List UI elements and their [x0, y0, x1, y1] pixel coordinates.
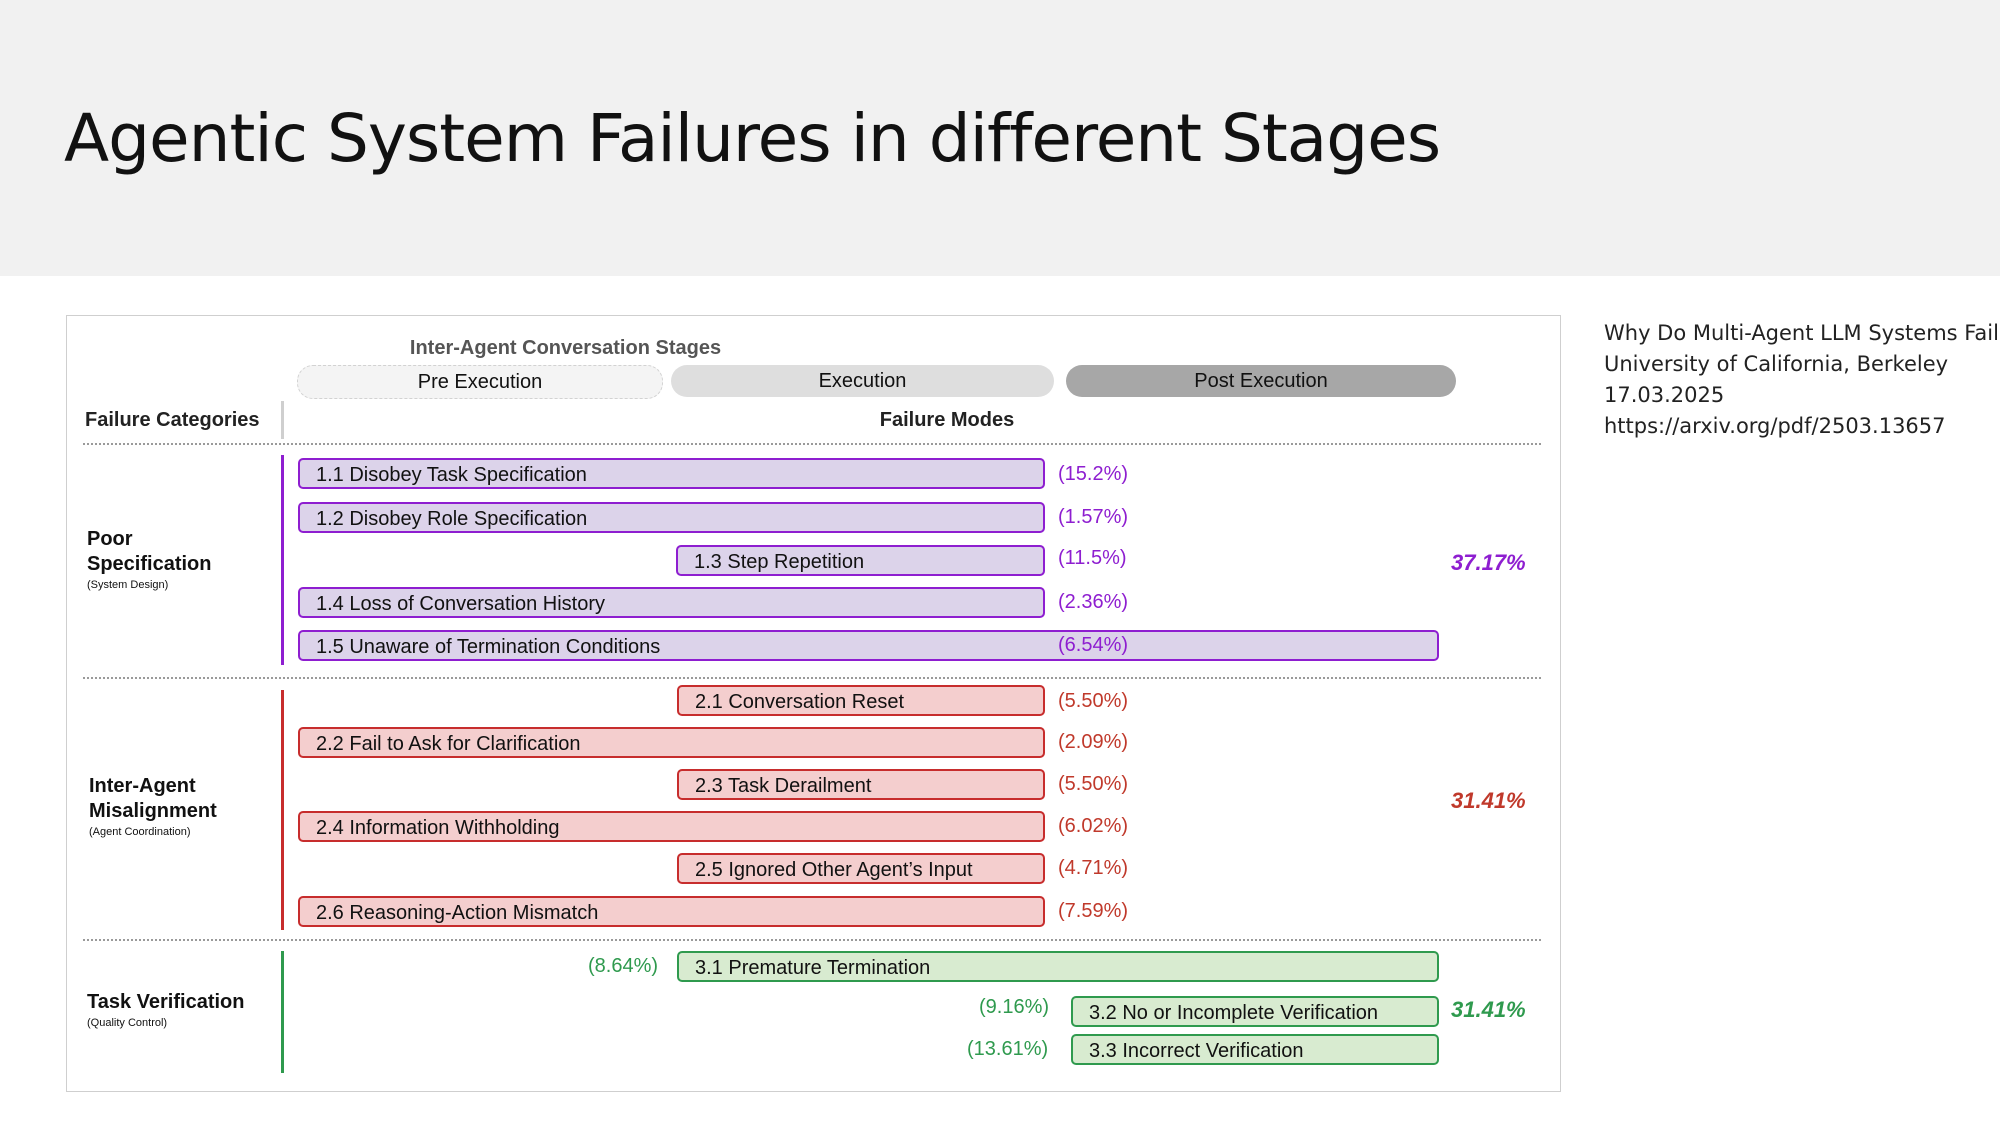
failure-mode-1-2: 1.2 Disobey Role Specification	[298, 502, 1045, 533]
section-divider	[83, 677, 1541, 679]
failure-mode-percent: (8.64%)	[588, 955, 659, 977]
failure-mode-2-2: 2.2 Fail to Ask for Clarification	[298, 727, 1045, 758]
slide-header	[0, 0, 2000, 276]
failure-mode-percent: (5.50%)	[1058, 690, 1129, 712]
category-subtitle: (Agent Coordination)	[89, 826, 191, 838]
column-divider	[281, 401, 284, 439]
failure-mode-3-2: 3.2 No or Incomplete Verification	[1071, 996, 1439, 1027]
reference-block: Why Do Multi-Agent LLM Systems Fail? Uni…	[1604, 318, 2000, 442]
failure-taxonomy-figure: Inter-Agent Conversation Stages Pre Exec…	[66, 315, 1561, 1092]
failure-mode-percent: (2.09%)	[1058, 731, 1129, 753]
category-name-line: Inter-Agent	[89, 775, 196, 797]
failure-mode-2-4: 2.4 Information Withholding	[298, 811, 1045, 842]
slide-title: Agentic System Failures in different Sta…	[64, 100, 1441, 177]
category-name-line: Misalignment	[89, 800, 217, 822]
reference-paper-title: Why Do Multi-Agent LLM Systems Fail?	[1604, 321, 2000, 345]
category-subtitle: (System Design)	[87, 579, 169, 591]
category-total-inter-agent-misalignment: 31.41%	[1451, 788, 1526, 813]
category-name-line: Task Verification	[87, 991, 245, 1013]
category-subtitle: (Quality Control)	[87, 1017, 168, 1029]
category-poor-specification: Poor Specification (System Design)	[87, 527, 211, 591]
failure-mode-percent: (9.16%)	[979, 996, 1050, 1018]
reference-date: 17.03.2025	[1604, 383, 1725, 407]
failure-mode-percent: (4.71%)	[1058, 857, 1129, 879]
failure-mode-percent: (6.02%)	[1058, 815, 1129, 837]
column-header-categories: Failure Categories	[85, 409, 260, 431]
failure-mode-2-6: 2.6 Reasoning-Action Mismatch	[298, 896, 1045, 927]
stage-execution: Execution	[671, 365, 1054, 397]
category-bar-poor-specification	[281, 455, 284, 665]
failure-mode-2-3: 2.3 Task Derailment	[677, 769, 1045, 800]
category-bar-task-verification	[281, 951, 284, 1073]
figure-heading-text: Inter-Agent Conversation Stages	[409, 337, 722, 359]
category-task-verification: Task Verification (Quality Control)	[87, 990, 244, 1029]
failure-mode-percent: (5.50%)	[1058, 773, 1129, 795]
stage-post-execution: Post Execution	[1066, 365, 1456, 397]
figure-heading: Inter-Agent Conversation Stages	[67, 337, 1560, 360]
stage-pre-execution: Pre Execution	[297, 365, 663, 399]
failure-mode-2-5: 2.5 Ignored Other Agent’s Input	[677, 853, 1045, 884]
reference-url[interactable]: https://arxiv.org/pdf/2503.13657	[1604, 414, 1946, 438]
category-bar-inter-agent-misalignment	[281, 690, 284, 930]
failure-mode-3-3: 3.3 Incorrect Verification	[1071, 1034, 1439, 1065]
column-header-modes: Failure Modes	[67, 409, 1437, 432]
failure-mode-percent: (13.61%)	[967, 1038, 1049, 1060]
failure-mode-3-1: 3.1 Premature Termination	[677, 951, 1439, 982]
failure-mode-1-3: 1.3 Step Repetition	[676, 545, 1045, 576]
category-total-poor-specification: 37.17%	[1451, 550, 1526, 575]
category-total-task-verification: 31.41%	[1451, 997, 1526, 1022]
column-header-modes-text: Failure Modes	[879, 409, 1015, 431]
failure-mode-percent: (11.5%)	[1058, 547, 1127, 569]
category-inter-agent-misalignment: Inter-Agent Misalignment (Agent Coordina…	[89, 774, 217, 838]
failure-mode-percent: (15.2%)	[1058, 463, 1129, 485]
failure-mode-2-1: 2.1 Conversation Reset	[677, 685, 1045, 716]
failure-mode-percent: (1.57%)	[1058, 506, 1129, 528]
section-divider	[83, 443, 1541, 445]
section-divider	[83, 939, 1541, 941]
failure-mode-percent: (7.59%)	[1058, 900, 1129, 922]
category-name-line: Specification	[87, 553, 212, 575]
reference-institution: University of California, Berkeley	[1604, 352, 1949, 376]
failure-mode-1-5: 1.5 Unaware of Termination Conditions	[298, 630, 1439, 661]
category-name-line: Poor	[87, 528, 133, 550]
failure-mode-percent: (6.54%)	[1058, 634, 1129, 656]
failure-mode-1-1: 1.1 Disobey Task Specification	[298, 458, 1045, 489]
failure-mode-1-4: 1.4 Loss of Conversation History	[298, 587, 1045, 618]
failure-mode-percent: (2.36%)	[1058, 591, 1129, 613]
